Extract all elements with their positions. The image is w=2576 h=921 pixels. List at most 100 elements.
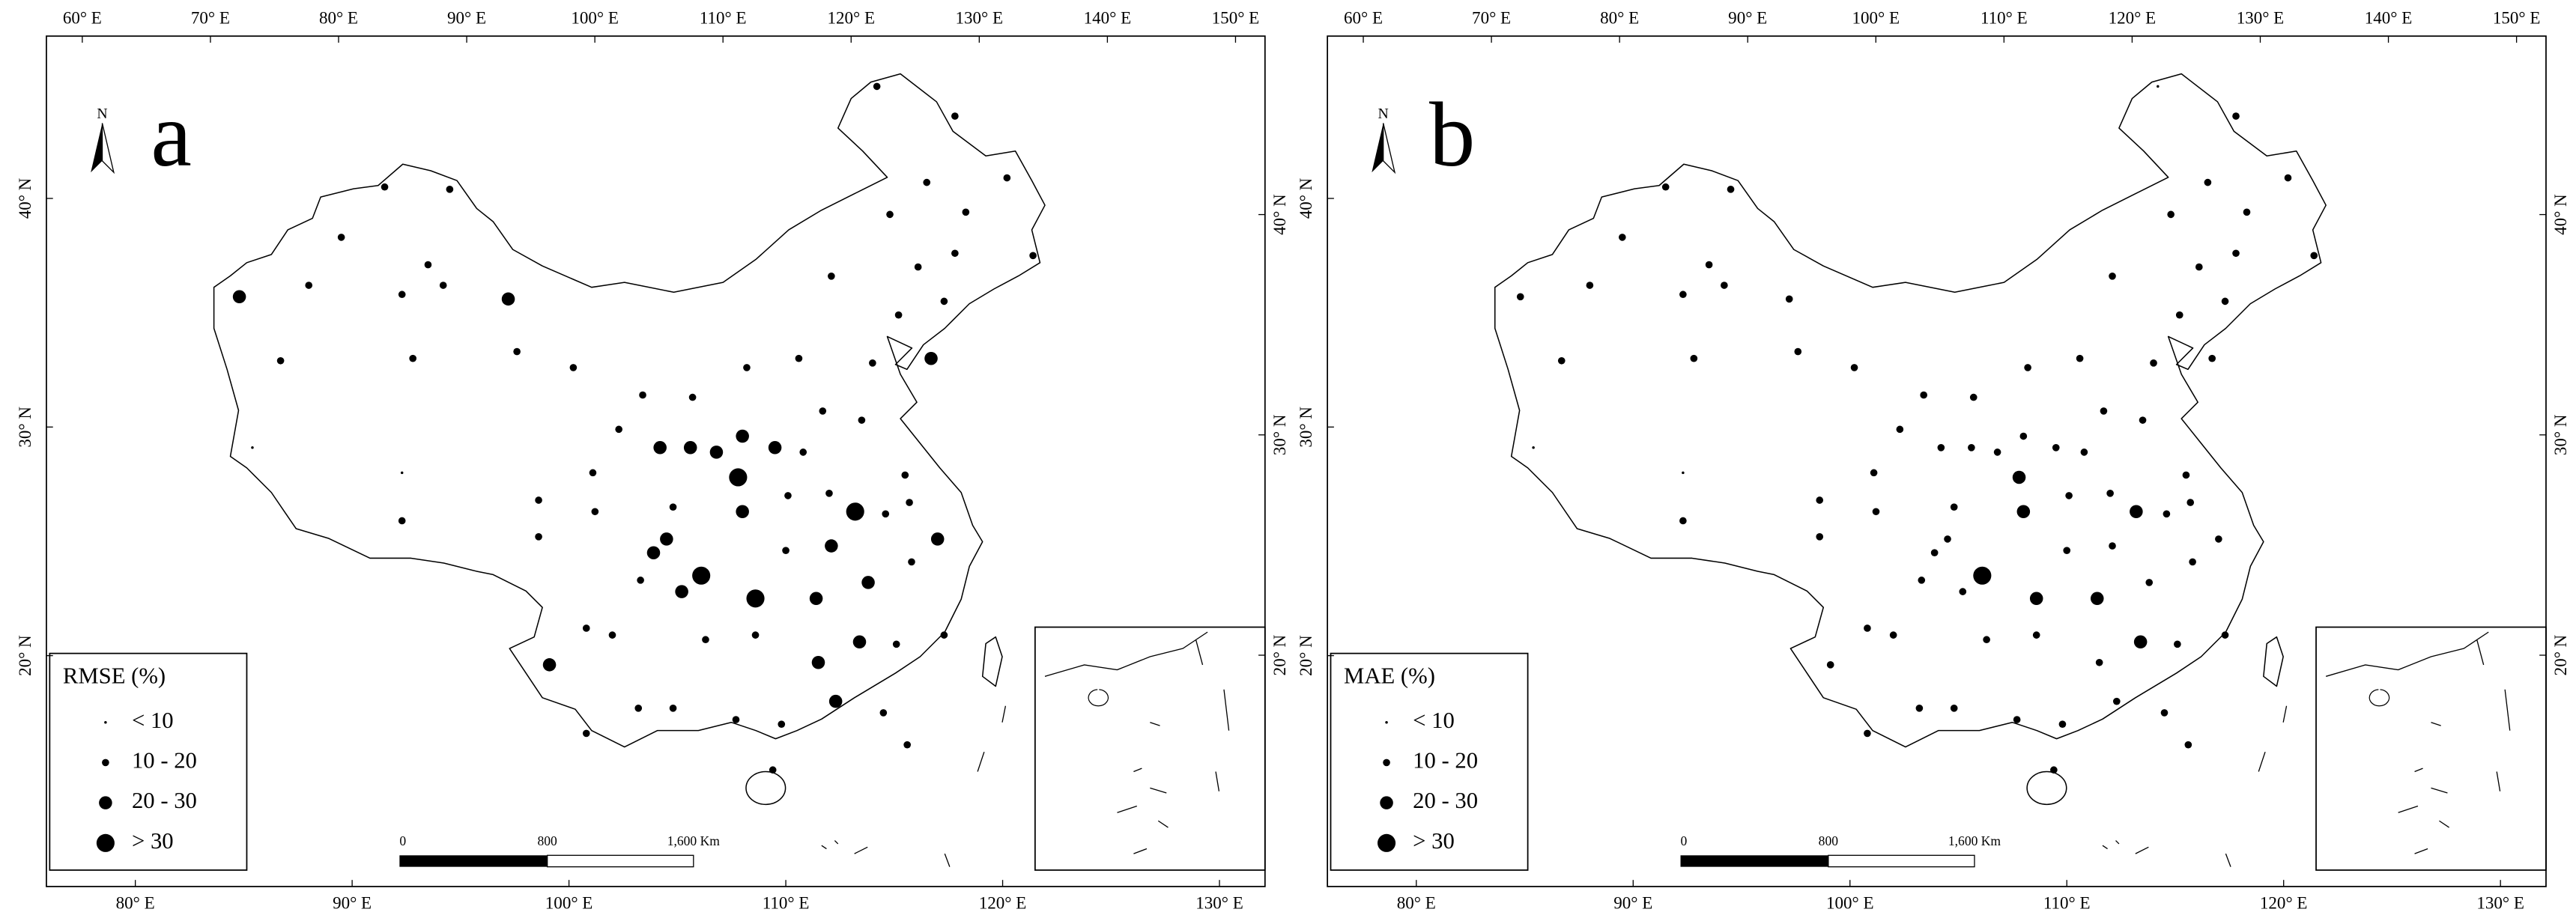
station-dot bbox=[639, 391, 646, 399]
station-dot bbox=[424, 261, 432, 269]
station-dot bbox=[409, 354, 416, 362]
station-dot bbox=[1679, 517, 1687, 525]
station-dot bbox=[879, 709, 888, 717]
station-dot bbox=[1516, 293, 1524, 301]
station-dot bbox=[2284, 174, 2292, 182]
legend-title: MAE (%) bbox=[1344, 663, 1435, 689]
station-dot bbox=[869, 359, 876, 367]
station-dot bbox=[2012, 470, 2026, 484]
station-dot bbox=[653, 441, 667, 455]
scale-label: 1,600 Km bbox=[667, 833, 720, 848]
lon-label: 120° E bbox=[2260, 893, 2308, 912]
station-dot bbox=[769, 766, 777, 774]
lon-label: 130° E bbox=[2237, 8, 2285, 28]
station-dot bbox=[962, 208, 970, 216]
legend-label: > 30 bbox=[1413, 828, 1455, 854]
station-dot bbox=[1826, 660, 1834, 669]
scale-label: 0 bbox=[399, 833, 406, 848]
lon-label: 90° E bbox=[333, 893, 372, 912]
station-dot bbox=[2106, 490, 2114, 497]
legend-symbol bbox=[1383, 759, 1390, 767]
station-dot bbox=[1993, 449, 2001, 456]
lat-label: 40° N bbox=[2551, 194, 2570, 235]
station-dot bbox=[930, 532, 945, 546]
lat-label: 30° N bbox=[1270, 414, 1289, 455]
station-dot bbox=[951, 249, 959, 258]
station-dot bbox=[637, 577, 644, 584]
lon-label: 130° E bbox=[956, 8, 1004, 28]
station-dot bbox=[2112, 697, 2121, 705]
lon-label: 60° E bbox=[63, 8, 102, 28]
station-dot bbox=[1794, 347, 1802, 356]
legend-symbol bbox=[1377, 833, 1396, 852]
lat-label: 40° N bbox=[1270, 194, 1289, 235]
station-dot bbox=[906, 499, 913, 506]
lon-label: 130° E bbox=[1195, 893, 1243, 912]
station-dot bbox=[1816, 496, 1824, 504]
station-dot bbox=[873, 82, 881, 91]
station-dot bbox=[1705, 261, 1713, 269]
station-dot bbox=[2032, 631, 2040, 639]
station-dot bbox=[795, 354, 803, 362]
station-dot bbox=[535, 533, 542, 541]
station-dot bbox=[828, 694, 843, 708]
station-dot bbox=[743, 364, 751, 371]
map-frame bbox=[46, 35, 1266, 887]
station-dot bbox=[1930, 549, 1939, 557]
station-dot bbox=[924, 351, 938, 365]
lat-label: 20° N bbox=[1270, 634, 1289, 675]
station-dot bbox=[669, 503, 677, 511]
lon-label: 120° E bbox=[2109, 8, 2157, 28]
station-dot bbox=[2150, 359, 2157, 367]
station-dot bbox=[732, 716, 740, 723]
station-dot bbox=[1870, 469, 1878, 477]
lat-label: 20° N bbox=[1296, 635, 1315, 676]
station-dot bbox=[825, 539, 838, 553]
station-dot bbox=[951, 112, 959, 120]
lat-label: 30° N bbox=[15, 407, 34, 448]
station-dot bbox=[2029, 592, 2043, 606]
station-dot bbox=[2145, 579, 2154, 586]
station-dot bbox=[1937, 443, 1945, 452]
lon-label: 70° E bbox=[191, 8, 230, 28]
station-dot bbox=[582, 624, 590, 632]
station-dot bbox=[2195, 263, 2203, 271]
scale-label: 800 bbox=[538, 833, 558, 848]
station-dot bbox=[2163, 510, 2171, 518]
station-dot bbox=[940, 631, 948, 639]
station-dot bbox=[1557, 356, 1566, 365]
station-dot bbox=[1950, 503, 1958, 511]
station-dot bbox=[1864, 729, 1871, 738]
station-dot bbox=[2052, 443, 2060, 452]
lat-label: 20° N bbox=[15, 635, 34, 676]
station-dot bbox=[232, 290, 246, 304]
station-dot bbox=[501, 292, 515, 306]
station-dot bbox=[782, 547, 790, 554]
station-dot bbox=[2174, 640, 2181, 648]
station-dot bbox=[1661, 183, 1670, 191]
station-dot bbox=[751, 631, 760, 639]
lon-label: 90° E bbox=[447, 8, 486, 28]
station-dot bbox=[1679, 291, 1687, 299]
station-dot bbox=[784, 492, 792, 499]
station-dot bbox=[1816, 533, 1824, 541]
station-dot bbox=[1896, 425, 1904, 434]
station-dot bbox=[535, 496, 542, 504]
station-dot bbox=[709, 446, 724, 459]
station-dot bbox=[901, 471, 909, 479]
lon-label: 100° E bbox=[1852, 8, 1900, 28]
lon-label: 100° E bbox=[571, 8, 619, 28]
station-dot bbox=[768, 441, 782, 455]
station-dot bbox=[2221, 631, 2229, 639]
station-dot bbox=[2050, 766, 2058, 774]
station-dot bbox=[1915, 704, 1924, 712]
legend-title: RMSE (%) bbox=[63, 663, 166, 689]
station-dot bbox=[2167, 210, 2175, 219]
station-dot bbox=[1959, 588, 1967, 595]
station-dot bbox=[2133, 635, 2148, 649]
station-dot bbox=[2065, 492, 2073, 499]
station-dot bbox=[692, 566, 711, 585]
station-dot bbox=[2109, 542, 2116, 550]
station-dot bbox=[2204, 178, 2212, 186]
